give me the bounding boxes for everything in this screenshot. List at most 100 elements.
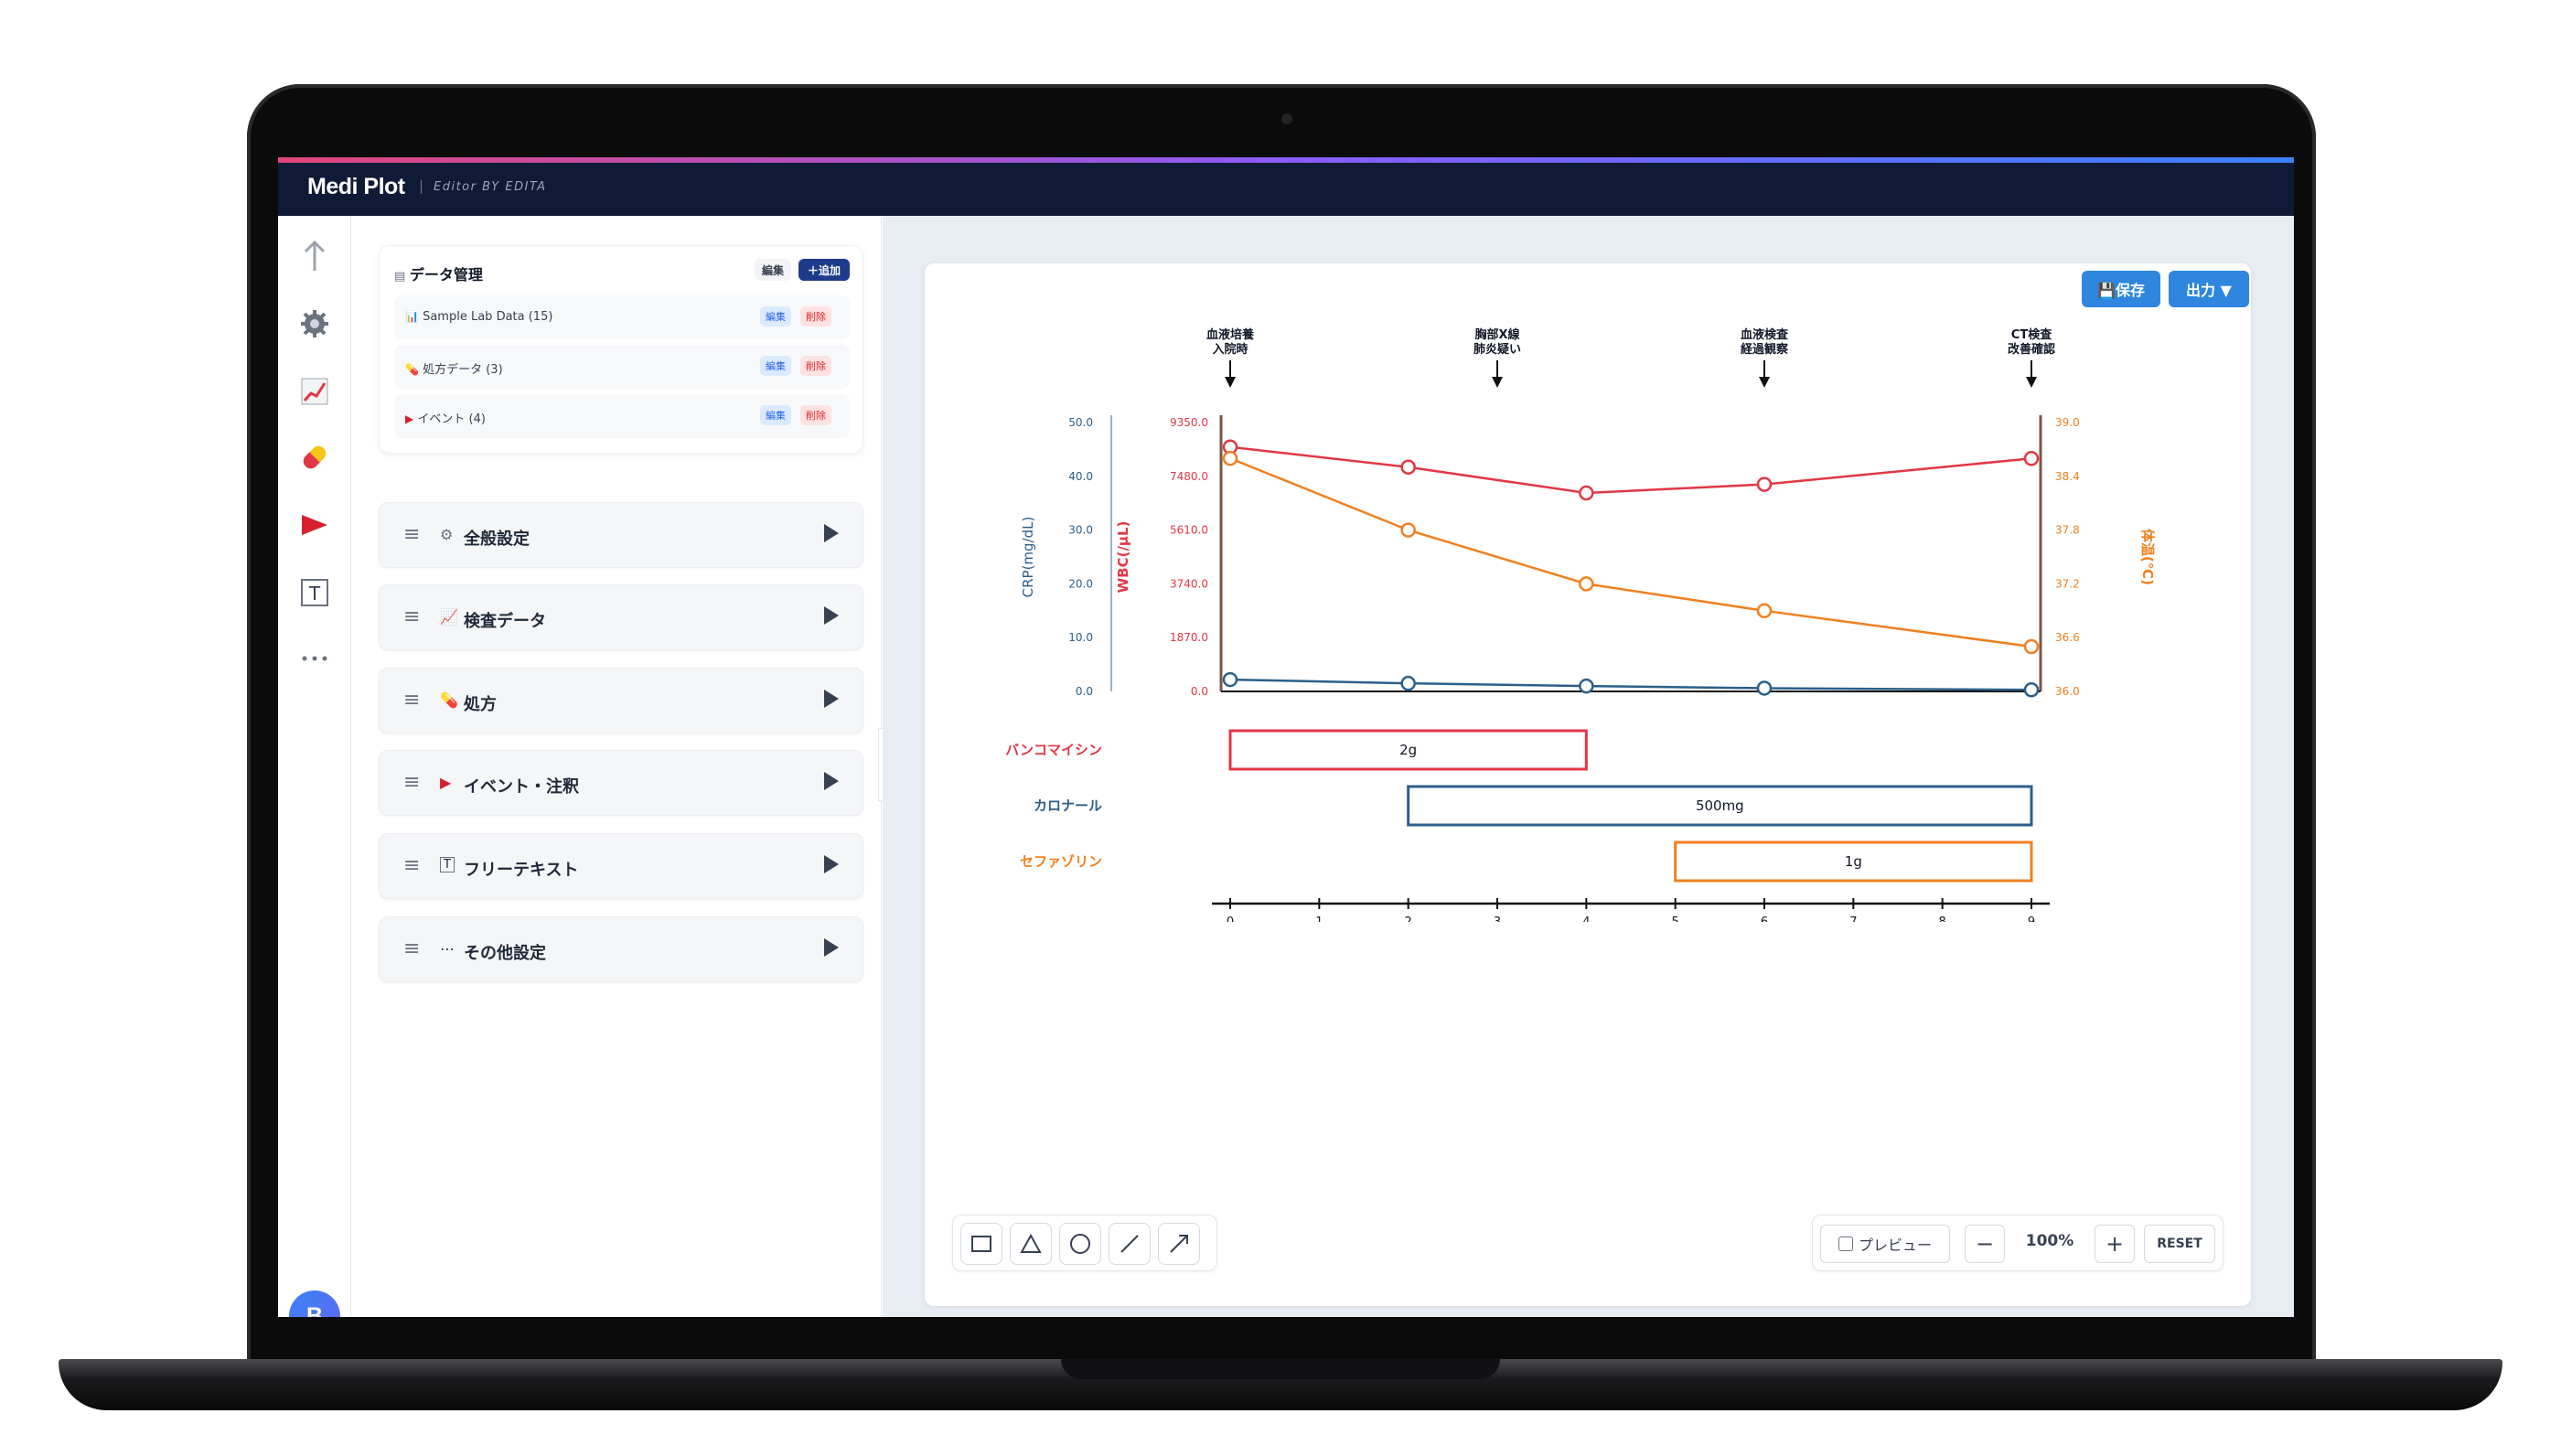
laptop-notch [1061,1359,1500,1379]
text-box-icon[interactable]: T [293,571,337,615]
save-button[interactable]: 💾保存 [2082,271,2160,307]
upload-arrow-icon[interactable] [293,234,337,278]
gear-icon[interactable] [293,302,337,346]
data-item-delete-button[interactable]: 削除 [800,356,831,376]
x-tick-label: 2 [1405,915,1412,922]
temp-axis-title: 体温(℃) [2139,529,2156,585]
prescription-bar [1228,729,1588,771]
drag-handle-icon[interactable]: ≡ [403,605,421,628]
zoom-level: 100% [2025,1232,2074,1250]
accordion-lab-data[interactable]: ≡ 📈 検査データ [379,584,863,650]
chart-icon[interactable] [293,369,337,413]
temp-tick-label: 39.0 [2055,416,2080,429]
event-label: 改善確認 [2008,342,2055,357]
prescription-bar [1407,785,2033,827]
data-list-item-text: Sample Lab Data (15) [423,310,553,324]
wbc-data-point [1756,476,1773,492]
data-list-item-label: 💊 処方データ (3) [405,359,503,377]
wbc-tick-label: 0.0 [1191,685,1208,698]
bar-chart-icon: 📊 [405,310,419,323]
drag-handle-icon[interactable]: ≡ [403,771,421,794]
expand-arrow-icon[interactable] [824,606,839,625]
reset-button[interactable]: RESET [2144,1225,2215,1263]
x-tick-label: 8 [1939,915,1946,922]
preview-toggle[interactable]: プレビュー [1820,1225,1950,1263]
prescription-bar [1674,840,2033,883]
accordion-label: その他設定 [464,944,546,963]
accordion-general-settings[interactable]: ≡ ⚙ 全般設定 [379,502,863,568]
accordion-events[interactable]: ≡ ▶ イベント・注釈 [379,750,863,816]
user-avatar[interactable]: B [289,1290,340,1317]
data-list-item[interactable]: ▶ イベント (4) 編集 削除 [394,394,850,438]
rectangle-tool-icon[interactable] [960,1223,1002,1265]
crp-axis-title: CRP(mg/dL) [1020,517,1036,598]
event-arrow-head [1492,377,1503,388]
circle-tool-icon[interactable] [1059,1223,1101,1265]
event-label: 肺炎疑い [1473,342,1521,357]
event-label: CT検査 [2011,327,2052,342]
pill-small-icon: 💊 [405,363,419,376]
preview-checkbox[interactable] [1838,1237,1853,1251]
database-icon: ▤ [394,270,410,284]
data-list-item-text: 処方データ (3) [423,363,503,377]
temp-data-point [1756,603,1773,619]
prescription-name: カロナール [1034,798,1102,814]
temp-data-point [1222,450,1238,466]
data-item-delete-button[interactable]: 削除 [800,306,831,327]
drag-handle-icon[interactable]: ≡ [403,854,421,877]
more-dots-icon[interactable] [293,637,337,680]
accordion-label: フリーテキスト [464,861,579,880]
flag-icon: ▶ [440,774,452,791]
event-label: 経過観察 [1741,342,1789,357]
crp-data-point [1756,680,1773,696]
wbc-tick-label: 9350.0 [1170,416,1208,429]
settings-panel: ▤ データ管理 編集 ＋追加 📊 Sample Lab Data (15) 編集… [351,216,882,1317]
data-list-item[interactable]: 💊 処方データ (3) 編集 削除 [394,345,850,389]
pill-icon[interactable] [293,435,337,479]
camera-dot [1281,113,1292,124]
chart-canvas: 💾保存 出力 ▼ 血液培養 入院時 胸部X線 肺炎疑い 血液検査 経過観察 CT検査 改善確認… [925,263,2251,1306]
expand-arrow-icon[interactable] [824,855,839,873]
temp-tick-label: 36.6 [2055,631,2080,644]
data-manager-title-text: データ管理 [409,266,483,284]
export-button[interactable]: 出力 ▼ [2169,271,2249,307]
temp-tick-label: 38.4 [2055,470,2080,483]
expand-arrow-icon[interactable] [824,690,839,708]
data-add-button[interactable]: ＋追加 [798,259,850,281]
arrow-tool-icon[interactable] [1158,1223,1200,1265]
data-item-edit-button[interactable]: 編集 [760,405,791,425]
drag-handle-icon[interactable]: ≡ [403,689,421,712]
expand-arrow-icon[interactable] [824,524,839,542]
triangle-tool-icon[interactable] [1010,1223,1052,1265]
more-dots-icon: ⋯ [440,940,455,958]
data-edit-button[interactable]: 編集 [755,259,791,281]
data-item-delete-button[interactable]: 削除 [800,405,831,425]
flag-icon[interactable] [293,503,337,547]
accordion-free-text[interactable]: ≡ T フリーテキスト [379,833,863,899]
shape-toolbar [952,1215,1217,1271]
chart-icon: 📈 [440,608,458,626]
line-tool-icon[interactable] [1109,1223,1151,1265]
crp-tick-label: 20.0 [1068,577,1093,590]
event-arrow-head [2026,377,2037,388]
event-label: 入院時 [1212,342,1248,357]
x-tick-label: 0 [1227,915,1234,922]
data-item-edit-button[interactable]: 編集 [760,306,791,327]
accordion-label: イベント・注釈 [464,777,579,797]
expand-arrow-icon[interactable] [824,938,839,957]
brand-logo: Medi Plot [307,174,405,199]
drag-handle-icon[interactable]: ≡ [403,937,421,960]
zoom-in-button[interactable]: + [2095,1225,2135,1263]
x-tick-label: 5 [1672,915,1679,922]
data-item-edit-button[interactable]: 編集 [760,356,791,376]
data-list-item[interactable]: 📊 Sample Lab Data (15) 編集 削除 [394,295,850,339]
expand-arrow-icon[interactable] [824,772,839,790]
data-manager-title: ▤ データ管理 [394,262,483,284]
crp-tick-label: 0.0 [1076,685,1093,698]
accordion-other-settings[interactable]: ≡ ⋯ その他設定 [379,916,863,982]
drag-handle-icon[interactable]: ≡ [403,523,421,546]
accordion-prescription[interactable]: ≡ 💊 処方 [379,668,863,733]
zoom-out-button[interactable]: − [1965,1225,2005,1263]
crp-data-point [1222,671,1238,688]
